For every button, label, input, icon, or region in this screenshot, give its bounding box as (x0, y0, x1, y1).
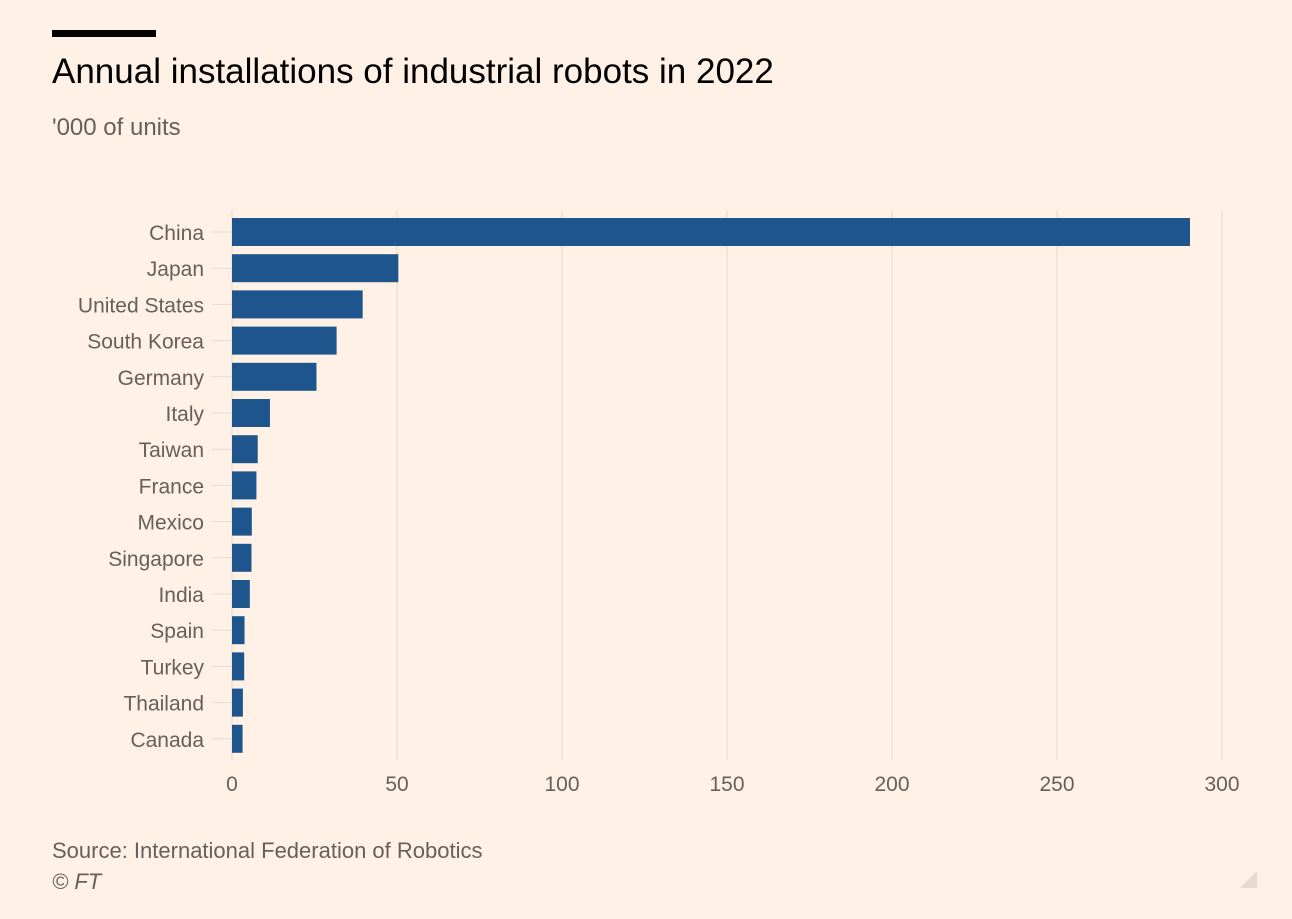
chart-title: Annual installations of industrial robot… (52, 52, 774, 91)
bar-turkey (232, 652, 245, 681)
bar-taiwan (232, 435, 258, 464)
bar-canada (232, 724, 243, 753)
bar-thailand (232, 688, 243, 717)
category-label: Germany (118, 367, 205, 390)
bar-south-korea (232, 326, 337, 355)
gridlines (212, 210, 1223, 760)
category-label: Thailand (123, 693, 204, 716)
bar-united-states (232, 290, 363, 319)
x-axis-ticks: 0 50 100 150 200 250 300 (226, 773, 1239, 796)
category-label: India (158, 584, 204, 607)
category-label: China (149, 222, 204, 245)
bar-italy (232, 399, 270, 427)
x-tick-label: 300 (1204, 773, 1239, 796)
copyright-note: © FT (52, 869, 102, 894)
category-label: France (139, 475, 204, 498)
bar-germany (232, 362, 317, 391)
bar-china (232, 218, 1190, 246)
category-label: Spain (150, 620, 204, 643)
x-tick-label: 100 (544, 773, 579, 796)
category-label: Japan (147, 258, 204, 281)
bar-mexico (232, 507, 252, 536)
x-tick-label: 0 (226, 773, 238, 796)
category-label: Turkey (141, 656, 205, 679)
resize-corner-icon (1240, 871, 1257, 888)
title-accent-bar (52, 30, 156, 37)
bar-india (232, 580, 250, 608)
category-label: United States (78, 294, 204, 317)
bar-spain (232, 616, 245, 645)
x-tick-label: 200 (874, 773, 909, 796)
bars (232, 218, 1190, 753)
category-label: South Korea (87, 331, 204, 354)
source-note: Source: International Federation of Robo… (52, 838, 483, 863)
bar-japan (232, 254, 399, 283)
category-label: Canada (130, 729, 204, 752)
bar-singapore (232, 543, 252, 572)
category-label: Taiwan (139, 439, 204, 462)
x-tick-label: 150 (709, 773, 744, 796)
x-tick-label: 250 (1039, 773, 1074, 796)
category-label: Mexico (137, 512, 204, 535)
category-labels: China Japan United States South Korea German… (78, 222, 205, 752)
x-tick-label: 50 (385, 773, 408, 796)
category-label: Singapore (108, 548, 204, 571)
category-label: Italy (165, 403, 204, 426)
chart-subtitle: '000 of units (52, 114, 181, 141)
bar-france (232, 471, 257, 500)
